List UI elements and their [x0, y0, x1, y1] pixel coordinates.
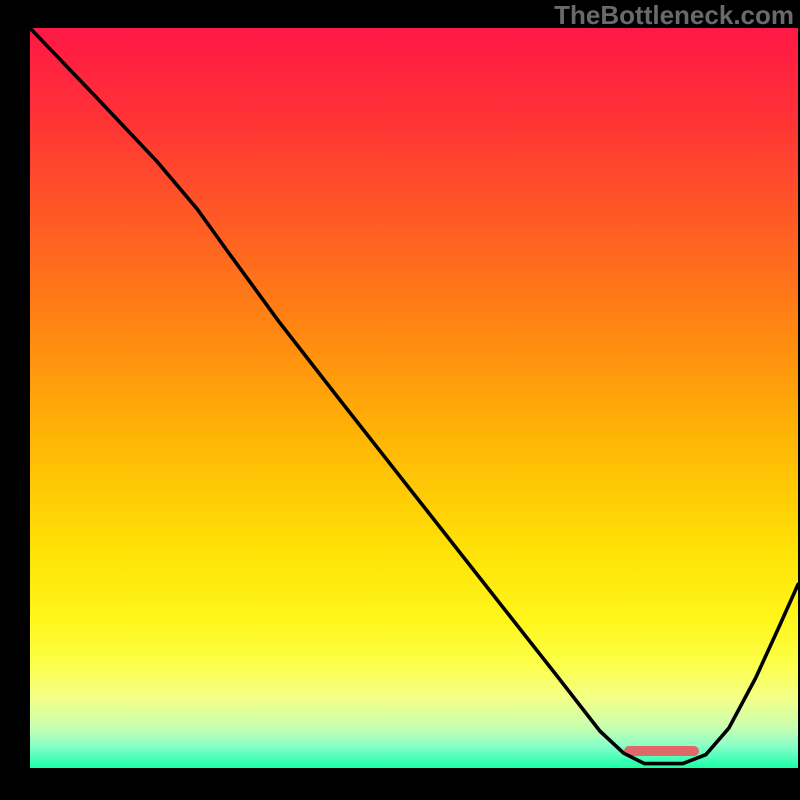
bottleneck-curve-polyline [30, 28, 798, 764]
attribution-text: TheBottleneck.com [554, 0, 794, 31]
canvas: TheBottleneck.com [0, 0, 800, 800]
chart-area [30, 28, 798, 768]
bottleneck-curve [30, 28, 798, 768]
